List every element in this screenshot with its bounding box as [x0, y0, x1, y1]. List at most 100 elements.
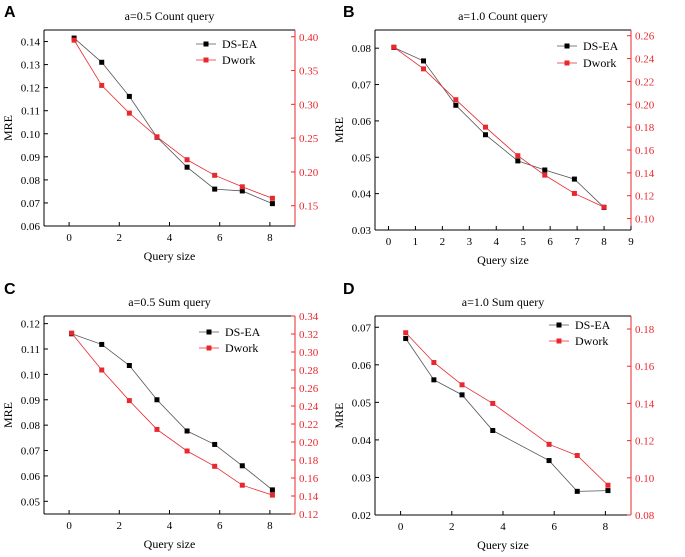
- y-left-tick-label: 0.10: [21, 369, 41, 381]
- data-point-ds-ea: [453, 102, 459, 108]
- legend-marker-ds-ea: [203, 41, 209, 47]
- data-point-dwork: [69, 330, 75, 336]
- data-point-dwork: [269, 195, 275, 201]
- data-point-ds-ea: [184, 428, 190, 434]
- y-right-tick-label: 0.24: [635, 54, 655, 66]
- data-point-dwork: [431, 359, 437, 365]
- data-point-ds-ea: [212, 441, 218, 447]
- data-point-ds-ea: [126, 363, 132, 368]
- y-left-tick-label: 0.06: [352, 116, 372, 128]
- y-right-tick-label: 0.22: [299, 419, 318, 431]
- x-tick-label: 3: [467, 236, 473, 248]
- panel-letter-b: B: [343, 4, 355, 21]
- x-tick-label: 2: [117, 232, 123, 244]
- data-point-ds-ea: [542, 167, 548, 173]
- x-tick-label: 0: [66, 232, 72, 244]
- legend-marker-ds-ea: [206, 329, 212, 335]
- y-left-tick-label: 0.03: [352, 225, 372, 237]
- data-point-ds-ea: [490, 428, 496, 434]
- data-point-dwork: [184, 157, 190, 163]
- y-right-tick-label: 0.26: [635, 31, 655, 43]
- plot-area-a: 0 2 4 6 8 0.06 0.07 0.08 0.09 0.10 0.11 0.12 0.13 0.1…: [21, 29, 319, 244]
- legend-label-ds-ea: DS-EA: [225, 325, 261, 339]
- legend-marker-ds-ea: [564, 43, 570, 49]
- legend-marker-dwork: [203, 57, 209, 63]
- y-left-tick-label: 0.03: [352, 472, 372, 484]
- plot-area-c: 0 2 4 6 8 0.05 0.06 0.07 0.08 0.09 0.10 0.11 0.12 0.1…: [21, 311, 319, 532]
- chart-title-c: a=0.5 Sum query: [128, 295, 210, 309]
- data-point-dwork: [71, 37, 77, 43]
- data-point-dwork: [546, 441, 552, 447]
- x-axis-label-c: Query size: [144, 537, 196, 551]
- y-left-tick-label: 0.06: [352, 360, 372, 372]
- data-point-dwork: [184, 448, 190, 454]
- data-point-dwork: [212, 463, 218, 469]
- data-point-dwork: [601, 204, 607, 210]
- x-tick-label: 1: [413, 236, 419, 248]
- y-left-tick-label: 0.07: [21, 198, 41, 210]
- y-right-tick-label: 0.30: [299, 347, 319, 359]
- data-point-dwork: [490, 400, 496, 406]
- y-right-tick-label: 0.08: [635, 510, 655, 522]
- y-right-tick-label: 0.22: [635, 76, 654, 88]
- chart-title-b: a=1.0 Count query: [458, 9, 548, 23]
- data-point-dwork: [605, 482, 611, 488]
- data-point-dwork: [574, 452, 580, 458]
- y-left-tick-label: 0.04: [352, 435, 372, 447]
- legend-d: DS-EA Dwork: [549, 318, 611, 348]
- series-line-dwork: [71, 332, 273, 496]
- data-point-ds-ea: [126, 93, 132, 99]
- data-point-ds-ea: [154, 397, 160, 403]
- legend-label-ds-ea: DS-EA: [583, 39, 619, 53]
- data-point-ds-ea: [546, 458, 552, 464]
- x-tick-label: 4: [167, 232, 173, 244]
- x-tick-label: 6: [547, 236, 553, 248]
- y-right-tick-label: 0.40: [299, 32, 319, 44]
- y-right-tick-label: 0.16: [299, 473, 319, 485]
- y-left-tick-label: 0.05: [21, 496, 41, 508]
- data-point-dwork: [239, 482, 245, 488]
- y-left-tick-label: 0.11: [21, 106, 40, 118]
- x-tick-label: 4: [494, 236, 500, 248]
- data-point-dwork: [154, 134, 160, 140]
- data-point-dwork: [239, 184, 245, 190]
- data-point-dwork: [482, 124, 488, 130]
- x-tick-label: 7: [574, 236, 580, 248]
- y-right-tick-label: 0.18: [299, 455, 319, 467]
- x-axis-label-d: Query size: [477, 538, 529, 552]
- y-left-tick-label: 0.05: [352, 397, 372, 409]
- data-point-dwork: [391, 44, 397, 50]
- data-point-ds-ea: [421, 58, 427, 64]
- data-point-dwork: [154, 426, 160, 432]
- y-left-tick-label: 0.09: [21, 152, 41, 164]
- chart-title-a: a=0.5 Count query: [125, 9, 215, 23]
- x-tick-label: 0: [66, 520, 72, 532]
- data-point-dwork: [453, 97, 459, 103]
- y-right-tick-label: 0.34: [299, 311, 319, 323]
- panel-letter-d: D: [343, 281, 355, 298]
- legend-a: DS-EA Dwork: [196, 37, 258, 67]
- x-tick-label: 8: [267, 232, 273, 244]
- legend-label-dwork: Dwork: [583, 56, 616, 70]
- y-left-tick-label: 0.02: [352, 510, 371, 522]
- panel-letter-c: C: [4, 281, 16, 298]
- data-point-dwork: [269, 492, 275, 498]
- x-tick-label: 6: [217, 232, 223, 244]
- y-axis-label-b: MRE: [332, 117, 346, 143]
- chart-title-d: a=1.0 Sum query: [462, 295, 544, 309]
- data-point-ds-ea: [571, 176, 577, 182]
- y-left-tick-label: 0.13: [21, 60, 41, 72]
- y-right-tick-label: 0.20: [299, 167, 319, 179]
- y-right-tick-label: 0.16: [635, 145, 655, 157]
- x-tick-label: 6: [551, 521, 557, 533]
- y-left-tick-label: 0.12: [21, 83, 40, 95]
- x-tick-label: 2: [117, 520, 123, 532]
- data-point-dwork: [421, 66, 427, 72]
- legend-label-dwork: Dwork: [225, 341, 258, 355]
- y-left-tick-label: 0.08: [352, 43, 372, 55]
- chart-panel-b: B a=1.0 Count query Query size MRE 0 1 2 3 4…: [332, 4, 655, 267]
- y-left-tick-label: 0.14: [21, 37, 41, 49]
- chart-panel-a: A a=0.5 Count query Query size MRE 0 2 4 6 8…: [1, 4, 319, 263]
- legend-b: DS-EA Dwork: [557, 39, 619, 70]
- data-point-ds-ea: [515, 158, 521, 164]
